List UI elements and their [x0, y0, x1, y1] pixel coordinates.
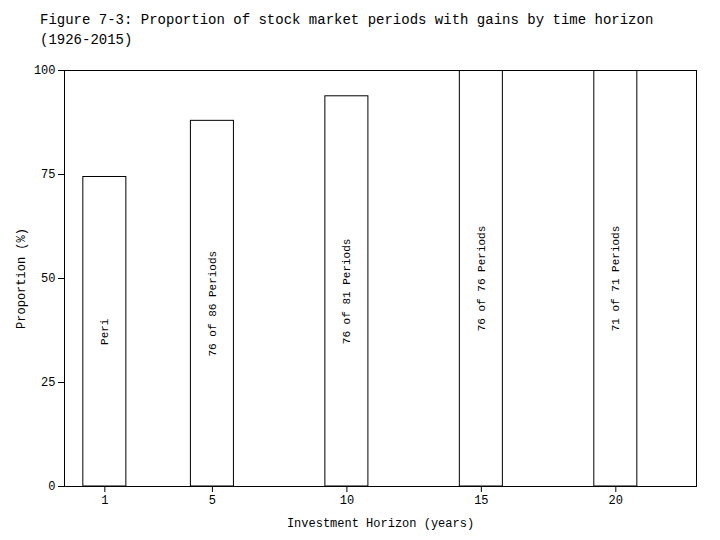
svg-text:Investment Horizon (years): Investment Horizon (years) [287, 517, 474, 531]
svg-text:75: 75 [41, 168, 55, 182]
svg-text:50: 50 [41, 272, 55, 286]
svg-text:76 of 76 Periods: 76 of 76 Periods [476, 226, 488, 332]
svg-text:10: 10 [340, 494, 354, 508]
svg-text:5: 5 [209, 494, 216, 508]
svg-text:15: 15 [474, 494, 488, 508]
svg-text:76 of 81 Periods: 76 of 81 Periods [341, 239, 353, 345]
svg-text:76 of 86 Periods: 76 of 86 Periods [207, 251, 219, 357]
svg-text:1: 1 [101, 494, 108, 508]
html-text:(1926-2015): (1926-2015) [40, 32, 133, 48]
svg-text:Proportion (%): Proportion (%) [15, 228, 29, 329]
svg-text:71 of 71 Periods: 71 of 71 Periods [610, 226, 622, 332]
html-text:Figure 7-3: Proportion of stoc: Figure 7-3: Proportion of stock market p… [40, 12, 654, 28]
svg-text:20: 20 [609, 494, 623, 508]
svg-text:25: 25 [41, 376, 55, 390]
svg-text:Peri: Peri [99, 318, 111, 345]
svg-text:100: 100 [34, 64, 56, 78]
svg-text:0: 0 [48, 480, 55, 494]
